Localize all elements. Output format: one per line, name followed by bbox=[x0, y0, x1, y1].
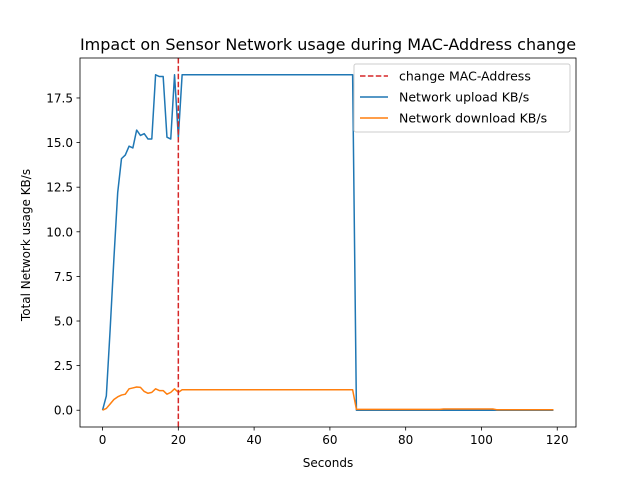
legend-entry-mac-change-label: change MAC-Address bbox=[399, 69, 531, 84]
x-tick-label: 40 bbox=[246, 433, 261, 447]
x-tick-label: 120 bbox=[546, 433, 569, 447]
plot-frame bbox=[79, 57, 577, 428]
legend-entry-download-label: Network download KB/s bbox=[399, 111, 547, 126]
y-tick-label: 17.5 bbox=[46, 91, 73, 105]
y-tick-label: 12.5 bbox=[46, 181, 73, 195]
y-tick-label: 7.5 bbox=[54, 270, 73, 284]
series-line-download bbox=[102, 386, 554, 411]
y-axis-label: Total Network usage KB/s bbox=[19, 169, 33, 322]
y-tick-label: 10.0 bbox=[46, 225, 73, 239]
x-axis: 0 20 40 60 80 100 120 bbox=[99, 427, 569, 447]
y-tick-label: 5.0 bbox=[54, 315, 73, 329]
chart-title: Impact on Sensor Network usage during MA… bbox=[80, 35, 576, 54]
y-axis: 0.0 2.5 5.0 7.5 10.0 12.5 15.0 17.5 bbox=[46, 91, 80, 418]
plot-area bbox=[79, 57, 577, 428]
y-tick-label: 2.5 bbox=[54, 359, 73, 373]
y-tick-label: 15.0 bbox=[46, 136, 73, 150]
x-tick-label: 100 bbox=[470, 433, 493, 447]
x-axis-label: Seconds bbox=[303, 456, 353, 470]
x-tick-label: 0 bbox=[99, 433, 107, 447]
series-line-upload bbox=[101, 74, 554, 411]
legend-box bbox=[353, 63, 571, 133]
legend: change MAC-Address Network upload KB/s Net… bbox=[353, 63, 571, 133]
legend-entry-upload-label: Network upload KB/s bbox=[399, 90, 529, 105]
y-tick-label: 0.0 bbox=[54, 404, 73, 418]
x-tick-label: 60 bbox=[322, 433, 337, 447]
x-tick-label: 20 bbox=[171, 433, 186, 447]
x-tick-label: 80 bbox=[398, 433, 413, 447]
